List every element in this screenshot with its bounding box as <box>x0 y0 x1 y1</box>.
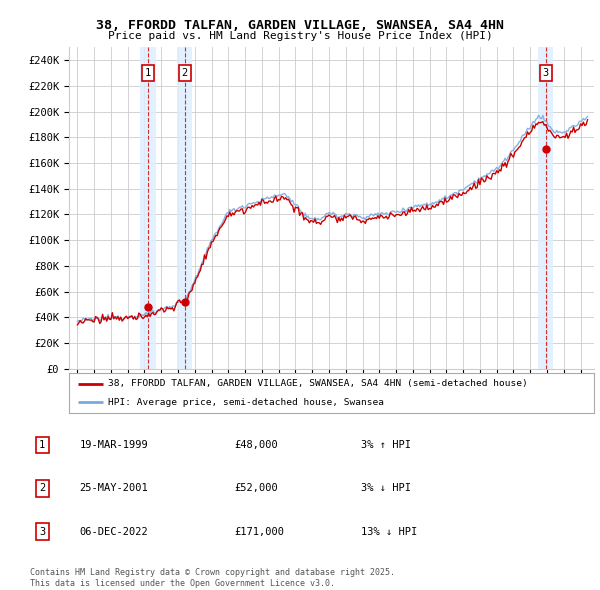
Text: 38, FFORDD TALFAN, GARDEN VILLAGE, SWANSEA, SA4 4HN: 38, FFORDD TALFAN, GARDEN VILLAGE, SWANS… <box>96 19 504 32</box>
Text: Price paid vs. HM Land Registry's House Price Index (HPI): Price paid vs. HM Land Registry's House … <box>107 31 493 41</box>
Text: 06-DEC-2022: 06-DEC-2022 <box>80 527 148 537</box>
Bar <box>177 47 192 369</box>
Text: 13% ↓ HPI: 13% ↓ HPI <box>361 527 418 537</box>
Text: 3% ↑ HPI: 3% ↑ HPI <box>361 440 411 450</box>
Text: 25-MAY-2001: 25-MAY-2001 <box>80 483 148 493</box>
Text: HPI: Average price, semi-detached house, Swansea: HPI: Average price, semi-detached house,… <box>109 398 385 407</box>
Bar <box>140 47 155 369</box>
Text: 2: 2 <box>39 483 45 493</box>
Text: Contains HM Land Registry data © Crown copyright and database right 2025.
This d: Contains HM Land Registry data © Crown c… <box>30 568 395 588</box>
Text: 1: 1 <box>145 68 151 78</box>
Text: 3% ↓ HPI: 3% ↓ HPI <box>361 483 411 493</box>
Text: 3: 3 <box>542 68 549 78</box>
Text: £48,000: £48,000 <box>234 440 278 450</box>
Text: 1: 1 <box>39 440 45 450</box>
Bar <box>538 47 553 369</box>
Text: 19-MAR-1999: 19-MAR-1999 <box>80 440 148 450</box>
Text: £171,000: £171,000 <box>234 527 284 537</box>
Text: 3: 3 <box>39 527 45 537</box>
Text: 2: 2 <box>182 68 188 78</box>
Text: £52,000: £52,000 <box>234 483 278 493</box>
Text: 38, FFORDD TALFAN, GARDEN VILLAGE, SWANSEA, SA4 4HN (semi-detached house): 38, FFORDD TALFAN, GARDEN VILLAGE, SWANS… <box>109 379 528 388</box>
